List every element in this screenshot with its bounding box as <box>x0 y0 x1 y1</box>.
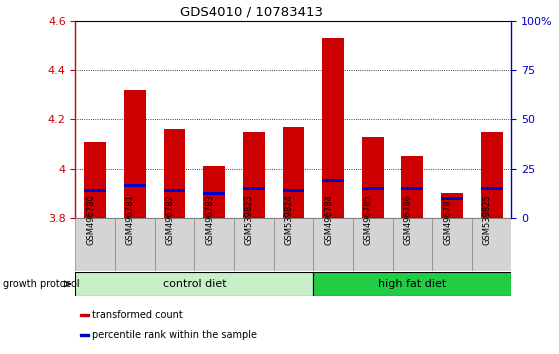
Text: high fat diet: high fat diet <box>378 279 447 289</box>
Text: GSM496784: GSM496784 <box>324 194 333 245</box>
Text: percentile rank within the sample: percentile rank within the sample <box>92 330 257 340</box>
Text: GSM539823: GSM539823 <box>245 194 254 245</box>
Text: GSM539825: GSM539825 <box>482 194 492 245</box>
Bar <box>432 218 472 271</box>
Bar <box>124 90 146 218</box>
Text: GSM496782: GSM496782 <box>165 194 174 245</box>
Bar <box>313 272 511 296</box>
Bar <box>362 187 383 190</box>
Bar <box>401 187 423 190</box>
Bar <box>84 142 106 218</box>
Bar <box>155 218 195 271</box>
Text: transformed count: transformed count <box>92 310 183 320</box>
Bar <box>353 218 392 271</box>
Bar <box>401 156 423 218</box>
Bar <box>322 39 344 218</box>
Text: GSM539824: GSM539824 <box>285 194 293 245</box>
Bar <box>115 218 155 271</box>
Bar <box>80 334 89 336</box>
Bar <box>282 127 304 218</box>
Bar <box>234 218 274 271</box>
Bar <box>80 314 89 316</box>
Bar <box>481 132 503 218</box>
Bar <box>124 184 146 187</box>
Bar <box>75 218 115 271</box>
Bar <box>282 189 304 192</box>
Bar <box>441 196 463 200</box>
Text: GSM496783: GSM496783 <box>205 194 214 245</box>
Text: growth protocol: growth protocol <box>3 279 79 289</box>
Bar <box>243 187 265 190</box>
Bar <box>164 189 186 192</box>
Text: GSM496786: GSM496786 <box>404 194 413 245</box>
Bar <box>84 189 106 192</box>
Bar <box>481 187 503 190</box>
Text: GSM496780: GSM496780 <box>86 194 95 245</box>
Bar <box>203 192 225 195</box>
Bar <box>164 129 186 218</box>
Text: control diet: control diet <box>163 279 226 289</box>
Text: GSM496785: GSM496785 <box>364 194 373 245</box>
Bar <box>274 218 313 271</box>
Bar <box>322 179 344 182</box>
Text: GDS4010 / 10783413: GDS4010 / 10783413 <box>180 5 323 18</box>
Bar <box>243 132 265 218</box>
Bar <box>203 166 225 218</box>
Bar <box>472 218 511 271</box>
Bar <box>441 193 463 218</box>
Bar <box>392 218 432 271</box>
Bar <box>195 218 234 271</box>
Bar <box>362 137 383 218</box>
Text: GSM496787: GSM496787 <box>443 194 452 245</box>
Text: GSM496781: GSM496781 <box>126 194 135 245</box>
Bar <box>313 218 353 271</box>
Bar <box>75 272 313 296</box>
